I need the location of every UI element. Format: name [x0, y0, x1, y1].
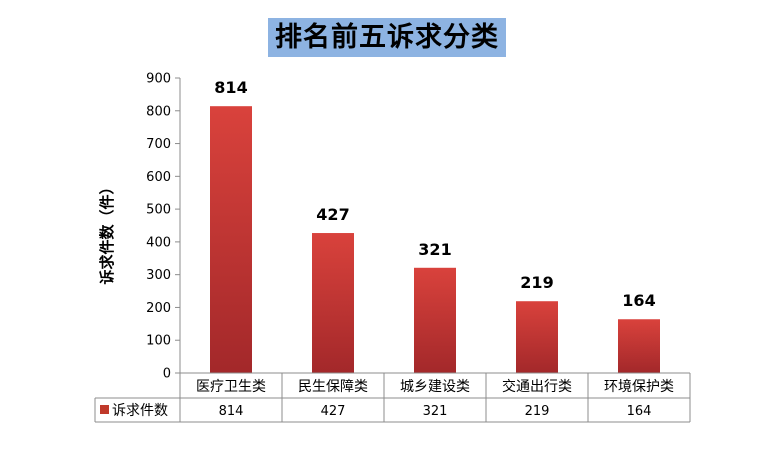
- data-label: 427: [316, 205, 349, 224]
- table-value: 427: [321, 404, 346, 419]
- y-tick-label: 900: [146, 72, 171, 87]
- legend-swatch: [100, 405, 109, 414]
- category-label: 城乡建设类: [400, 379, 470, 395]
- bar: [312, 233, 354, 373]
- category-label: 医疗卫生类: [196, 379, 266, 395]
- y-axis: 0 100 200 300 400 500 600 700 800 900: [146, 72, 181, 382]
- chart-title: 排名前五诉求分类: [268, 18, 506, 57]
- data-label: 164: [622, 291, 655, 310]
- y-tick-label: 400: [146, 235, 171, 250]
- data-label: 219: [520, 273, 553, 292]
- bar: [618, 319, 660, 373]
- y-tick-label: 500: [146, 203, 171, 218]
- bar: [210, 106, 252, 373]
- y-tick-label: 700: [146, 137, 171, 152]
- data-table: 医疗卫生类 814 民生保障类 427 城乡建设类 321 交通出行类 219 环境保护类 164…: [94, 372, 691, 423]
- y-axis-label: 诉求件数（件）: [98, 179, 116, 284]
- category-label: 环境保护类: [604, 379, 674, 395]
- table-value: 164: [627, 404, 652, 419]
- bars: 814 427 321 219 164: [210, 78, 660, 373]
- y-tick-label: 600: [146, 170, 171, 185]
- y-tick-label: 300: [146, 268, 171, 283]
- y-tick-label: 0: [163, 367, 171, 382]
- table-value: 814: [219, 404, 244, 419]
- bar: [516, 301, 558, 373]
- data-label: 321: [418, 240, 451, 259]
- table-value: 321: [423, 404, 448, 419]
- y-tick-label: 100: [146, 334, 171, 349]
- bar: [414, 267, 456, 373]
- table-value: 219: [525, 404, 550, 419]
- legend-label: 诉求件数: [112, 403, 168, 419]
- y-tick-label: 800: [146, 104, 171, 119]
- category-label: 交通出行类: [502, 378, 572, 395]
- y-tick-label: 200: [146, 301, 171, 316]
- data-label: 814: [214, 78, 247, 97]
- category-label: 民生保障类: [298, 379, 368, 395]
